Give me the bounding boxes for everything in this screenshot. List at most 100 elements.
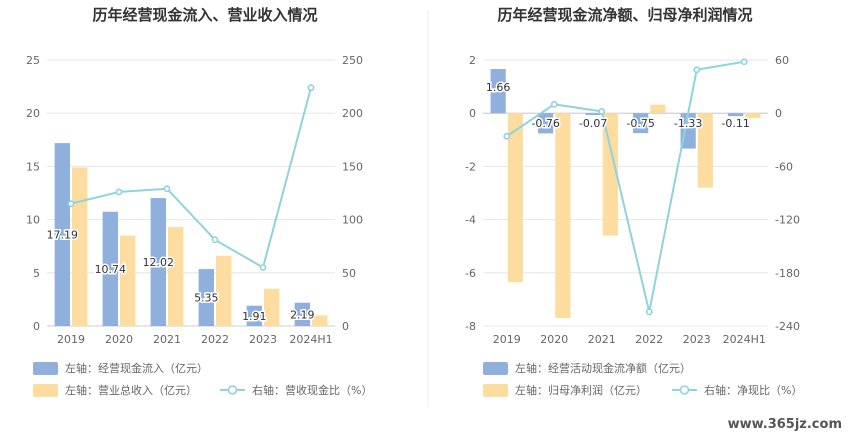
c2-data-label: -0.07 [579, 117, 607, 130]
c1-y-right-tick: 100 [342, 214, 363, 227]
c1-legend-label: 左轴：营业总收入（亿元） [65, 383, 197, 397]
c1-data-label: 2.19 [290, 308, 315, 321]
c2-bar-2 [602, 113, 618, 236]
c1-ratio-point [115, 188, 123, 196]
c2-bar-1 [585, 113, 601, 116]
c1-y-right-tick: 200 [342, 107, 363, 120]
c1-y-right-tick: 50 [342, 267, 356, 280]
c2-ratio-point [503, 132, 511, 140]
c1-bar-2 [312, 315, 328, 326]
c2-ratio-line [506, 60, 745, 313]
c2-y-right-tick: -60 [775, 160, 793, 173]
c2-y-right-tick: -120 [775, 214, 800, 227]
c2-data-label: -1.33 [674, 117, 702, 130]
c1-legend-label: 左轴：经营现金流入（亿元） [65, 361, 208, 375]
c1-bar-1 [198, 269, 214, 326]
c1-x-tick: 2022 [201, 333, 229, 346]
c1-ratio-point [163, 185, 171, 193]
c2-data-label: -0.11 [721, 117, 749, 130]
c2-y-left-tick: -2 [465, 160, 476, 173]
c1-data-label: 10.74 [95, 263, 127, 276]
watermark: www.365jz.com [728, 417, 842, 432]
c2-legend-swatch [483, 362, 508, 375]
c2-x-tick: 2023 [683, 333, 711, 346]
c2-bar-1 [680, 113, 696, 149]
c2-data-label: -0.76 [531, 117, 559, 130]
c2-legend-label: 左轴：经营活动现金流净额（亿元） [515, 361, 691, 375]
c2-ratio-point [550, 100, 558, 108]
c2-legend-swatch [483, 384, 508, 397]
c1-ratio-point [259, 264, 267, 271]
c1-bar-2 [120, 235, 136, 326]
c2-bar-2 [555, 113, 571, 319]
c1-x-tick: 2024H1 [289, 333, 332, 346]
c1-data-label: 17.19 [47, 229, 79, 242]
c2-legend-label: 左轴：归母净利润（亿元） [515, 383, 647, 397]
c1-legend-marker [227, 385, 238, 395]
c2-title: 历年经营现金流净额、归母净利润情况 [497, 6, 752, 24]
c1-y-right-tick: 250 [342, 54, 363, 67]
c2-bar-2 [697, 113, 713, 188]
c1-x-tick: 2019 [57, 333, 85, 346]
c1-legend-swatch [33, 362, 58, 375]
c1-ratio-point [211, 236, 219, 244]
c1-y-left-tick: 15 [26, 160, 40, 173]
c2-y-right-tick: 0 [775, 107, 782, 120]
c1-ratio-line [70, 87, 312, 269]
c2-y-right-tick: -240 [775, 320, 800, 333]
c1-legend-label: 右轴：营收现金比（%） [252, 383, 372, 397]
c1-x-tick: 2023 [249, 333, 277, 346]
c2-x-tick: 2024H1 [723, 333, 766, 346]
c1-y-right-tick: 150 [342, 160, 363, 173]
c1-bar-2 [168, 227, 184, 326]
c1-bar-1 [294, 302, 310, 326]
c2-bar-2 [745, 113, 761, 118]
c2-bar-1 [538, 113, 554, 134]
c2-y-left-tick: -6 [465, 267, 476, 280]
c2-y-left-tick: 2 [469, 54, 476, 67]
c2-y-left-tick: -4 [465, 214, 476, 227]
c1-y-left-tick: 20 [26, 107, 40, 120]
c1-bar-2 [264, 288, 280, 326]
c1-data-label: 12.02 [143, 256, 175, 269]
c1-y-right-tick: 0 [342, 320, 349, 333]
c1-y-left-tick: 10 [26, 214, 40, 227]
c2-x-tick: 2019 [493, 333, 521, 346]
c2-bar-1 [633, 113, 649, 134]
c2-x-tick: 2020 [540, 333, 568, 346]
c1-ratio-point [67, 200, 75, 208]
c2-data-label: -0.75 [626, 117, 654, 130]
c2-bar-2 [650, 104, 666, 114]
c2-y-left-tick: -8 [465, 320, 476, 333]
c1-legend-swatch [33, 384, 58, 397]
c2-data-label: 1.66 [486, 81, 511, 94]
c2-ratio-point [598, 108, 606, 115]
c1-ratio-point [307, 84, 315, 92]
c2-y-right-tick: -180 [775, 267, 800, 280]
c1-bar-2 [72, 167, 88, 326]
c2-bar-1 [728, 113, 744, 117]
c1-bar-1 [246, 305, 262, 326]
c2-bar-1 [490, 69, 506, 114]
c1-bar-2 [216, 255, 232, 326]
c1-y-left-tick: 5 [33, 267, 40, 280]
c1-bar-1 [102, 211, 118, 326]
c2-ratio-point [740, 58, 748, 66]
c2-legend-label: 右轴：净现比（%） [704, 383, 802, 397]
c2-y-right-tick: 60 [775, 54, 789, 67]
c1-title: 历年经营现金流入、营业收入情况 [92, 6, 317, 24]
c2-y-left-tick: 0 [469, 107, 476, 120]
c1-bar-1 [150, 198, 166, 326]
c1-y-left-tick: 25 [26, 54, 40, 67]
c2-ratio-point [645, 308, 653, 316]
c1-y-left-tick: 0 [33, 320, 40, 333]
c1-data-label: 1.91 [242, 310, 267, 323]
c1-bar-1 [54, 143, 70, 326]
c1-x-tick: 2020 [105, 333, 133, 346]
c1-x-tick: 2021 [153, 333, 181, 346]
c1-data-label: 5.35 [194, 292, 219, 305]
c2-ratio-point [693, 66, 701, 74]
c2-x-tick: 2022 [635, 333, 663, 346]
c2-bar-2 [507, 113, 523, 283]
